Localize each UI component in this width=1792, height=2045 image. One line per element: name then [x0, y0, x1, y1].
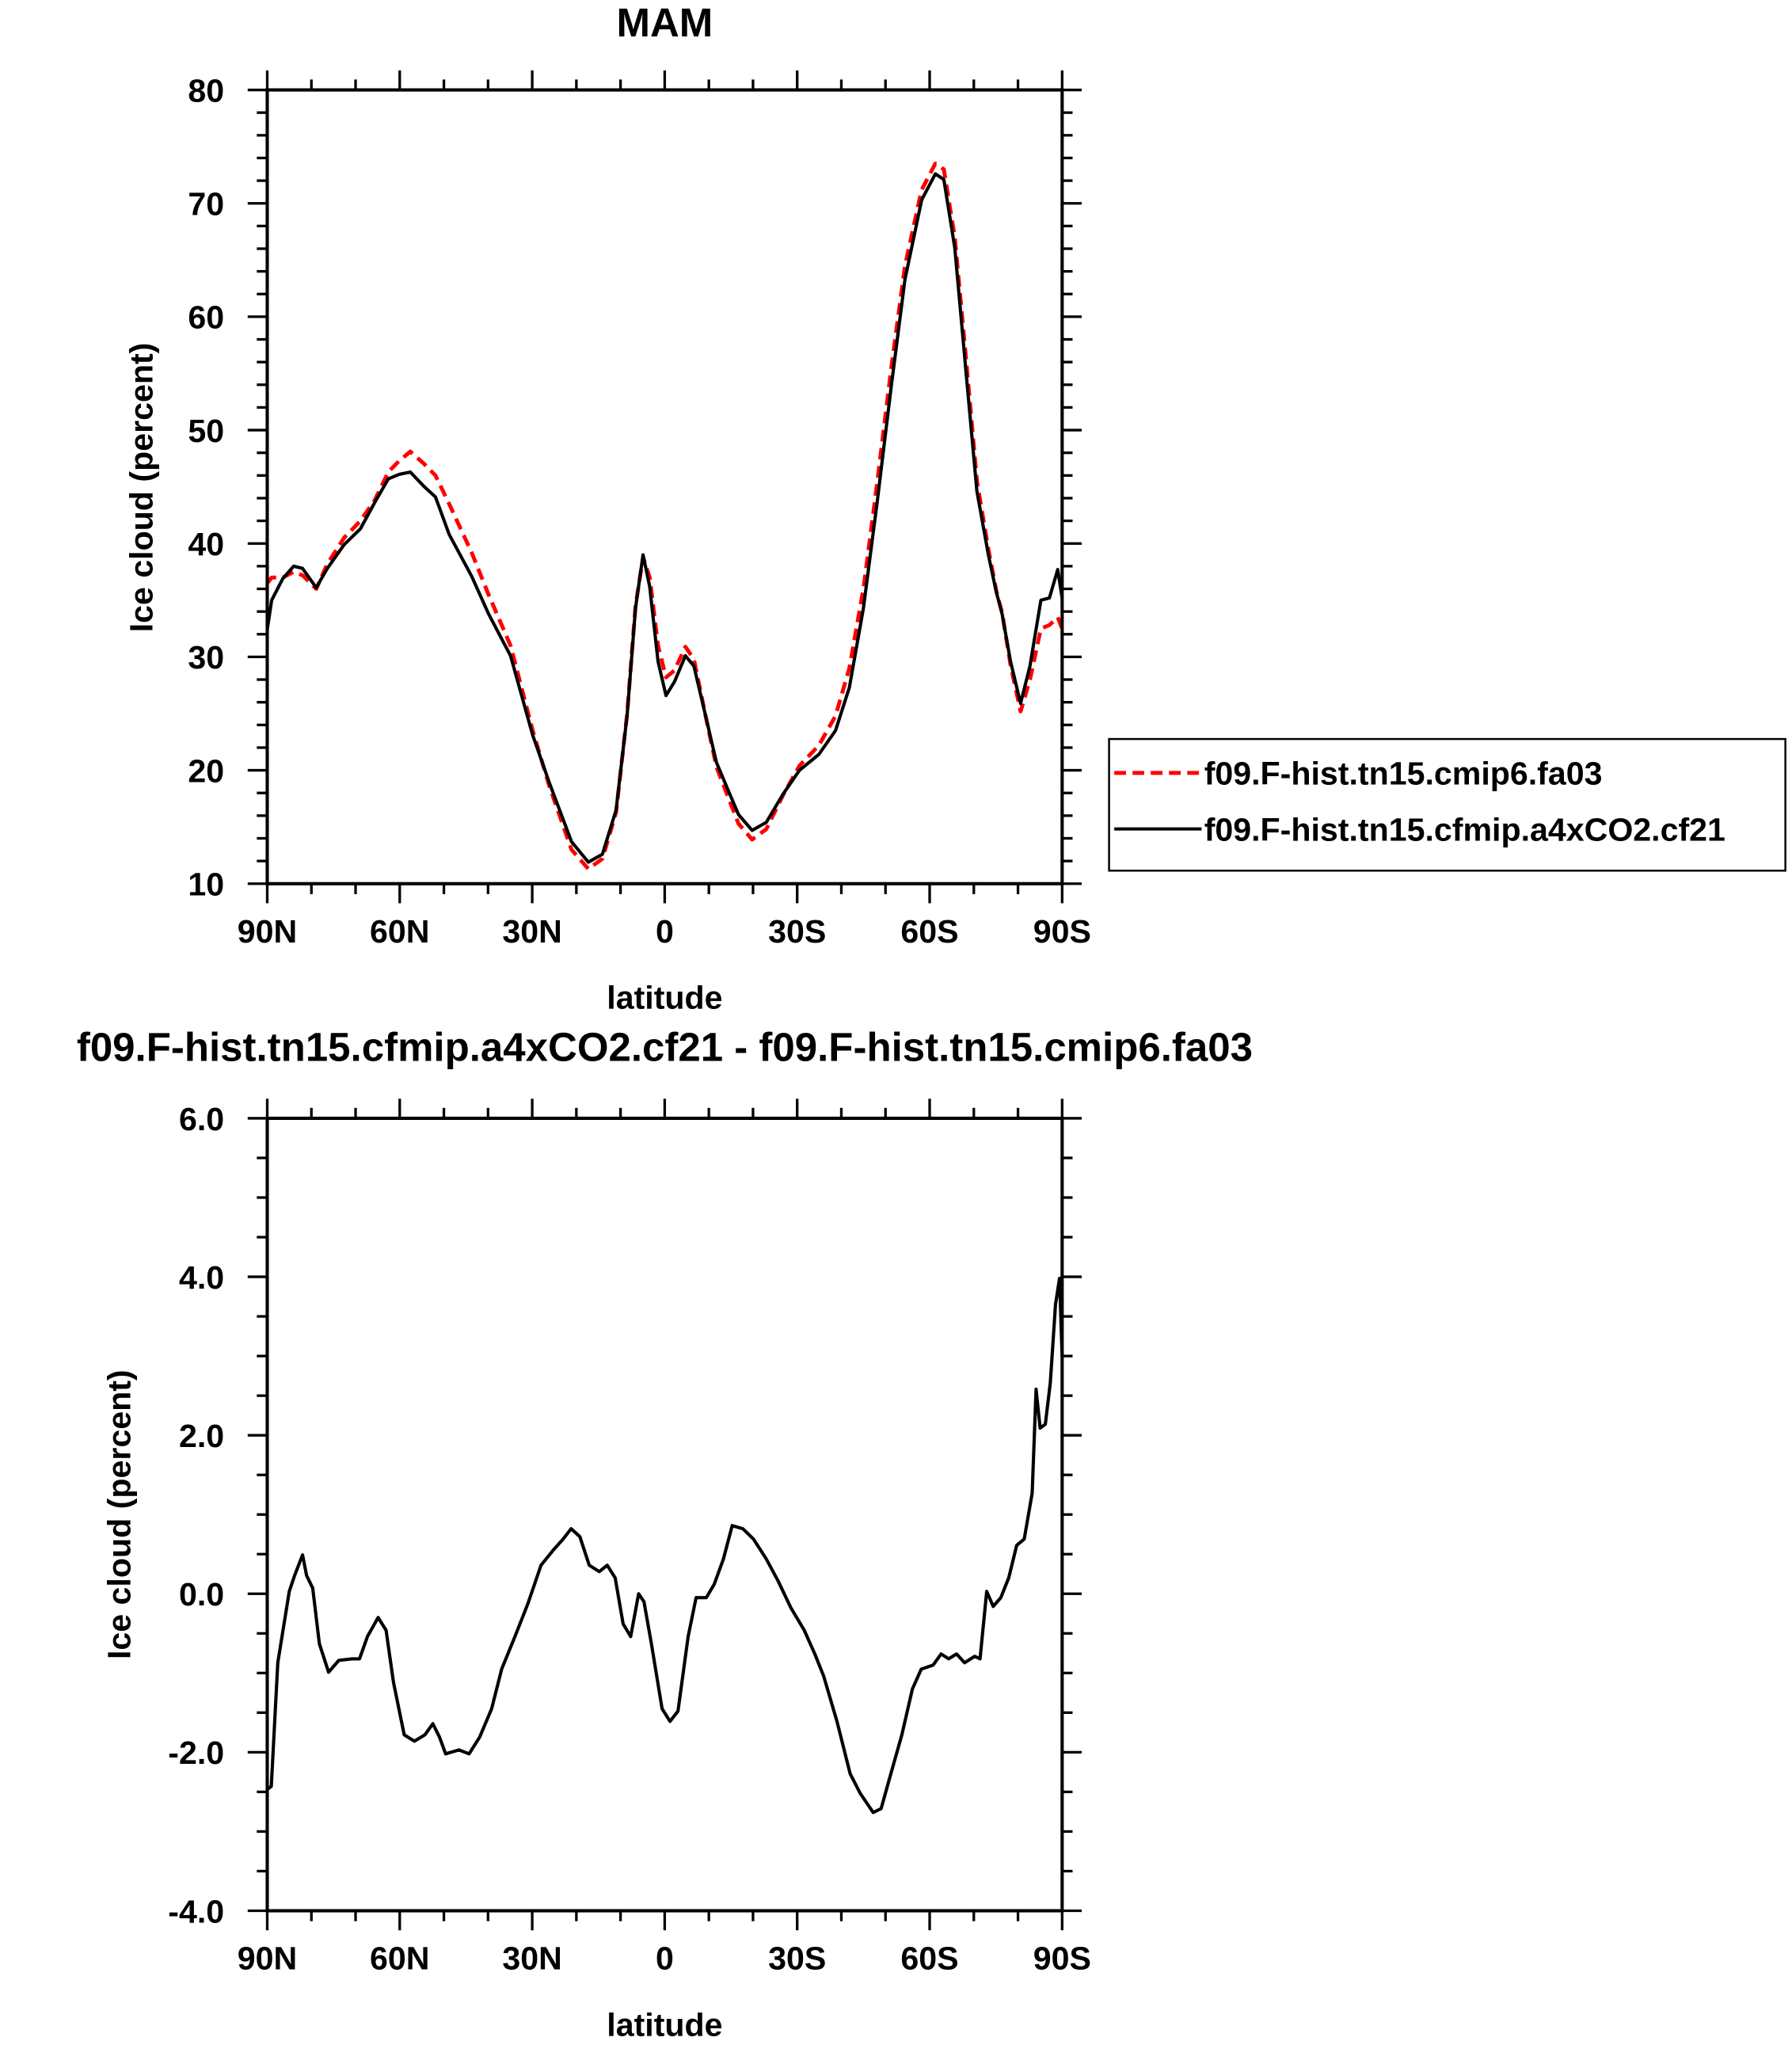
top-y-tick-label: 80	[188, 72, 224, 109]
bottom-x-tick-label: 90S	[1033, 1940, 1091, 1977]
bottom-x-tick-label: 30N	[502, 1940, 561, 1977]
bottom-x-tick-label: 60N	[370, 1940, 429, 1977]
top-y-tick-label: 50	[188, 413, 224, 449]
bottom-x-tick-label: 90N	[238, 1940, 297, 1977]
bottom-y-tick-label: 6.0	[179, 1101, 224, 1137]
bottom-y-tick-label: 2.0	[179, 1418, 224, 1454]
bottom-x-tick-label: 60S	[900, 1940, 958, 1977]
bottom-y-tick-label: -4.0	[168, 1893, 224, 1929]
bottom-y-tick-label: 4.0	[179, 1259, 224, 1296]
top-x-tick-label: 60N	[370, 913, 429, 950]
legend-box	[1108, 737, 1786, 872]
top-x-tick-label: 90S	[1033, 913, 1091, 950]
top-y-tick-label: 10	[188, 866, 224, 903]
bottom-chart-title: f09.F-hist.tn15.cfmip.a4xCO2.cf21 - f09.…	[77, 1025, 1253, 1070]
top-y-tick-label: 40	[188, 526, 224, 562]
top-x-axis-label: latitude	[607, 980, 722, 1016]
top-x-tick-label: 90N	[238, 913, 297, 950]
bottom-series-line-0	[266, 1276, 1064, 1815]
top-x-tick-label: 0	[656, 913, 674, 950]
top-y-tick-label: 60	[188, 299, 224, 336]
legend-label-a4xco2: f09.F-hist.tn15.cfmip.a4xCO2.cf21	[1204, 811, 1725, 847]
bottom-plot-frame	[265, 1116, 1064, 1913]
bottom-x-tick-label: 30S	[768, 1940, 826, 1977]
top-panel-mam: MAM latitude Ice cloud (percent) 90N 60N 3…	[124, 0, 1091, 1016]
bottom-panel-difference: f09.F-hist.tn15.cfmip.a4xCO2.cf21 - f09.…	[77, 1025, 1253, 2043]
legend: f09.F-hist.tn15.cmip6.fa03 f09.F-hist.tn…	[1108, 737, 1786, 872]
top-series-line-0	[265, 162, 1064, 871]
top-y-axis-label: Ice cloud (percent)	[124, 343, 160, 633]
bottom-y-tick-label: -2.0	[168, 1735, 224, 1771]
bottom-y-axis-label: Ice cloud (percent)	[101, 1369, 138, 1659]
bottom-x-axis-label: latitude	[607, 2006, 722, 2043]
top-plot-frame	[265, 88, 1064, 885]
top-x-tick-label: 30S	[768, 913, 826, 950]
bottom-x-tick-label: 0	[656, 1940, 674, 1977]
top-chart-title: MAM	[616, 0, 713, 45]
top-series-line-1	[265, 172, 1064, 864]
top-y-tick-label: 30	[188, 639, 224, 676]
top-y-tick-label: 20	[188, 752, 224, 789]
top-y-tick-label: 70	[188, 186, 224, 223]
top-x-tick-label: 30N	[502, 913, 561, 950]
top-x-tick-label: 60S	[900, 913, 958, 950]
legend-label-cmip6: f09.F-hist.tn15.cmip6.fa03	[1204, 756, 1603, 792]
bottom-y-tick-label: 0.0	[179, 1576, 224, 1613]
